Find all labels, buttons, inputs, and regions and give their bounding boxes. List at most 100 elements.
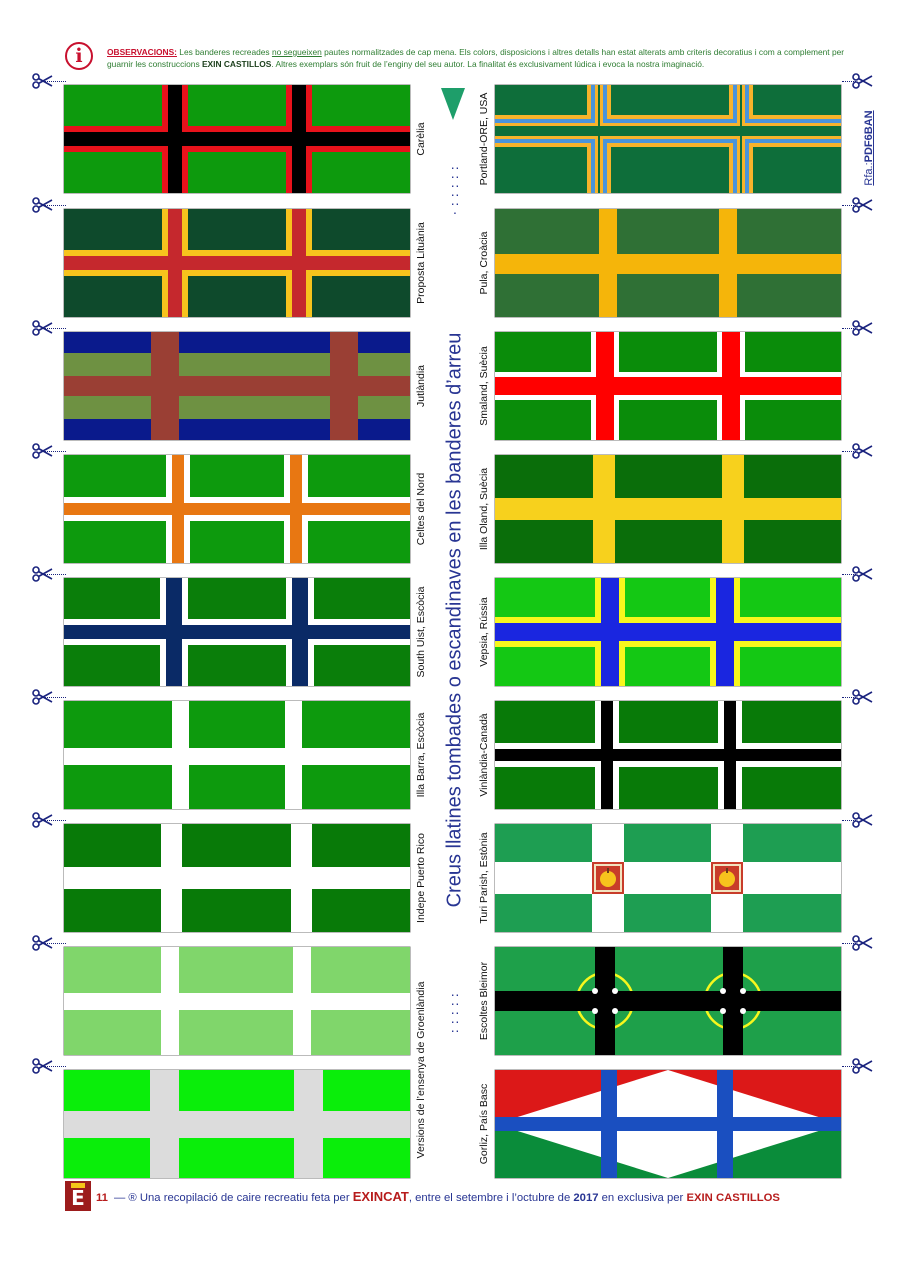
flag-caption: Proposta Lituània [415, 222, 427, 304]
cut-line-left [44, 451, 66, 452]
scissors-icon [32, 1058, 54, 1074]
flag-graphic [495, 455, 841, 563]
flag-left-3 [64, 332, 410, 440]
flag-graphic [495, 701, 841, 809]
cut-line-right [842, 697, 856, 698]
flag-label-right-5: Vepsia, Rússia [474, 578, 494, 686]
scissors-icon [852, 73, 874, 89]
flag-caption: Celtes del Nord [415, 472, 427, 546]
flag-graphic [64, 332, 410, 440]
cut-line-left [44, 1066, 66, 1067]
flag-label-left-6: Illa Barra, Escòcia [411, 701, 431, 809]
flag-graphic [495, 1070, 841, 1178]
info-icon: i [65, 42, 93, 70]
flag-right-5 [495, 578, 841, 686]
scissors-icon [32, 443, 54, 459]
flag-right-7 [495, 824, 841, 932]
scissors-icon [32, 73, 54, 89]
scissors-icon [852, 689, 874, 705]
flag-caption: Smaland, Suècia [478, 346, 490, 426]
scissors-icon [852, 935, 874, 951]
page-title: Creus llatines tombades o escandinaves e… [443, 332, 466, 908]
cut-line-right [842, 820, 856, 821]
cut-line-right [842, 1066, 856, 1067]
scissors-icon [32, 935, 54, 951]
flag-caption: Indepe Puerto Rico [415, 833, 427, 923]
green-triangle-marker [441, 88, 465, 120]
flag-left-8 [64, 947, 410, 1055]
flag-right-6 [495, 701, 841, 809]
flag-graphic [495, 85, 841, 193]
flag-caption: Vepsia, Rússia [478, 597, 490, 667]
observations-label: OBSERVACIONS: [107, 47, 177, 57]
flag-graphic [495, 578, 841, 686]
cut-line-left [44, 697, 66, 698]
flag-label-right-9: Gorliz, País Basc [474, 1070, 494, 1178]
flag-label-right-3: Smaland, Suècia [474, 332, 494, 440]
scissors-icon [852, 197, 874, 213]
flag-label-right-4: Illa Oland, Suècia [474, 455, 494, 563]
cut-line-right [842, 205, 856, 206]
reference-code: Rfa.:PDF6BAN [863, 110, 875, 186]
cut-line-right [842, 451, 856, 452]
scissors-icon [852, 1058, 874, 1074]
flag-label-left-7: Indepe Puerto Rico [411, 824, 431, 932]
flag-graphic [64, 209, 410, 317]
flag-caption: Carèlia [415, 122, 427, 156]
cut-line-left [44, 328, 66, 329]
flag-graphic [495, 332, 841, 440]
flag-label-left-2: Proposta Lituània [411, 209, 431, 317]
flag-right-3 [495, 332, 841, 440]
flag-caption: Pula, Croàcia [478, 231, 490, 295]
crown-icon [71, 1183, 85, 1188]
flag-right-4 [495, 455, 841, 563]
footer-credit: 11— ® Una recopilació de caire recreatiu… [96, 1189, 780, 1204]
flag-graphic [64, 701, 410, 809]
flag-graphic [64, 578, 410, 686]
flag-caption: South Uist, Escòcia [415, 586, 427, 678]
flag-label-right-2: Pula, Croàcia [474, 209, 494, 317]
flag-left-1 [64, 85, 410, 193]
flag-label-right-6: Vinlàndia-Canadà [474, 701, 494, 809]
page-number: 11 [96, 1192, 108, 1204]
exin-logo: E [65, 1181, 91, 1211]
cut-line-left [44, 205, 66, 206]
cut-line-right [842, 943, 856, 944]
scissors-icon [852, 566, 874, 582]
flag-left-4 [64, 455, 410, 563]
flag-left-5 [64, 578, 410, 686]
flag-right-9 [495, 1070, 841, 1178]
flag-label-left-9: Versions de l’ensenya de Groenlàndia [411, 1070, 431, 1178]
flag-graphic [495, 209, 841, 317]
scissors-icon [32, 320, 54, 336]
flag-left-6 [64, 701, 410, 809]
cut-line-right [842, 328, 856, 329]
cut-line-right [842, 81, 856, 82]
flag-label-left-4: Celtes del Nord [411, 455, 431, 563]
flag-graphic [495, 824, 841, 932]
flag-right-2 [495, 209, 841, 317]
flag-graphic [64, 824, 410, 932]
flag-graphic [64, 85, 410, 193]
flag-graphic [64, 1070, 410, 1178]
flag-graphic [64, 947, 410, 1055]
flag-right-8 [495, 947, 841, 1055]
cut-line-left [44, 81, 66, 82]
flag-left-2 [64, 209, 410, 317]
flag-label-left-1: Carèlia [411, 85, 431, 193]
scissors-icon [32, 689, 54, 705]
flag-label-right-1: Portland-ORE, USA [474, 85, 494, 193]
flag-graphic [495, 947, 841, 1055]
scissors-icon [32, 566, 54, 582]
flag-left-7 [64, 824, 410, 932]
flag-caption: Illa Barra, Escòcia [415, 712, 427, 798]
flag-caption: Vinlàndia-Canadà [478, 713, 490, 797]
cut-line-right [842, 574, 856, 575]
flag-label-right-7: Turi Parish, Estònia [474, 824, 494, 932]
flag-left-9 [64, 1070, 410, 1178]
flag-caption: Gorliz, País Basc [478, 1083, 490, 1165]
flag-caption: Jutlàndia [415, 364, 427, 408]
flag-caption: Portland-ORE, USA [478, 92, 490, 186]
flag-caption: Illa Oland, Suècia [478, 467, 490, 551]
dotted-leader-top: ··········· [450, 159, 460, 220]
